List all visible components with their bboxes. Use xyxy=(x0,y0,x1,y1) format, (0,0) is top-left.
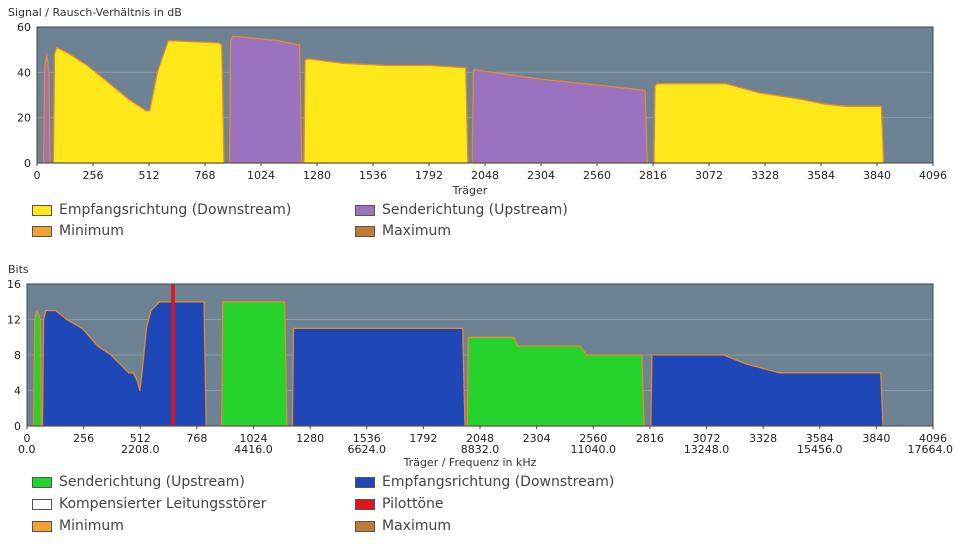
bits-x-tick-label: 0 xyxy=(24,432,31,445)
bits-x-axis-label: Träger / Frequenz in kHz xyxy=(403,456,537,469)
snr-x-axis-label: Träger xyxy=(452,184,488,197)
bits-series-0-segment-0 xyxy=(41,301,207,427)
snr-series-0-segment-1 xyxy=(303,58,469,164)
snr-x-tick-label: 2560 xyxy=(583,169,611,182)
bits-x-freq-label: 2208.0 xyxy=(121,443,160,456)
snr-x-tick-label: 3840 xyxy=(863,169,891,182)
bits-chart-plot: 0 4 8 12 16 0 256 512 768 1024 1280 1536 1792 2048 230… xyxy=(7,278,953,456)
bits-x-tick-label: 3584 xyxy=(806,432,834,445)
bits-x-freq-label: 15456.0 xyxy=(797,443,843,456)
bits-x-tick-label: 1024 xyxy=(240,432,268,445)
bits-x-freq-label: 6624.0 xyxy=(348,443,387,456)
bits-x-tick-label: 2816 xyxy=(636,432,664,445)
snr-series-1-segment-2 xyxy=(471,69,648,164)
bits-x-freq-label: 8832.0 xyxy=(461,443,500,456)
bits-pilot-tone xyxy=(171,284,175,426)
snr-series-1-segment-0 xyxy=(42,53,51,164)
snr-x-tick-label: 2816 xyxy=(639,169,667,182)
snr-x-tick-label: 1792 xyxy=(415,169,443,182)
snr-x-tick-label: 3328 xyxy=(751,169,779,182)
bits-y-tick-label: 8 xyxy=(14,349,21,362)
bits-x-tick-label: 1536 xyxy=(353,432,381,445)
snr-x-tick-label: 256 xyxy=(83,169,104,182)
bits-x-freq-label: 4416.0 xyxy=(234,443,273,456)
snr-x-tick-label: 3072 xyxy=(695,169,723,182)
snr-x-tick-label: 4096 xyxy=(919,169,947,182)
bits-y-tick-label: 4 xyxy=(14,385,21,398)
bits-x-tick-label: 3072 xyxy=(693,432,721,445)
snr-x-tick-label: 512 xyxy=(139,169,160,182)
bits-x-tick-label: 2560 xyxy=(579,432,607,445)
bits-y-axis-label: Bits xyxy=(8,263,29,276)
bits-x-tick-label: 2048 xyxy=(466,432,494,445)
snr-y-tick-label: 40 xyxy=(17,66,31,79)
snr-y-tick-label: 0 xyxy=(24,157,31,170)
snr-series-0-segment-2 xyxy=(653,83,885,164)
snr-chart-plot: 0 20 40 60 0 256 512 768 1024 1280 1536 1792 2048 230… xyxy=(17,21,947,182)
bits-x-tick-label: 256 xyxy=(73,432,94,445)
snr-x-tick-label: 2048 xyxy=(471,169,499,182)
bits-x-tick-label: 768 xyxy=(186,432,207,445)
bits-y-tick-label: 16 xyxy=(7,278,21,291)
snr-x-tick-label: 1024 xyxy=(247,169,275,182)
snr-x-tick-label: 1280 xyxy=(303,169,331,182)
bits-y-tick-label: 12 xyxy=(7,314,21,327)
bits-x-tick-label: 4096 xyxy=(919,432,947,445)
bits-x-freq-label: 17664.0 xyxy=(908,443,954,456)
snr-series-0-segment-0 xyxy=(52,39,225,164)
bits-x-freq-label: 0.0 xyxy=(18,443,36,456)
snr-y-axis-label: Signal / Rausch-Verhältnis in dB xyxy=(8,6,182,19)
snr-y-tick-label: 20 xyxy=(17,112,31,125)
bits-x-tick-label: 1280 xyxy=(296,432,324,445)
bits-x-tick-label: 3840 xyxy=(862,432,890,445)
snr-x-tick-label: 0 xyxy=(34,169,41,182)
bits-x-freq-label: 11040.0 xyxy=(571,443,617,456)
bits-series-1-segment-1 xyxy=(220,301,288,427)
snr-series-1-segment-1 xyxy=(228,35,303,164)
bits-series-0-segment-2 xyxy=(650,354,884,427)
bits-series-0-segment-1 xyxy=(291,327,466,427)
bits-series-1-segment-2 xyxy=(466,336,645,427)
bits-x-tick-label: 3328 xyxy=(749,432,777,445)
snr-x-tick-label: 1536 xyxy=(359,169,387,182)
snr-x-tick-label: 3584 xyxy=(807,169,835,182)
bits-y-tick-label: 0 xyxy=(14,420,21,433)
bits-x-tick-label: 1792 xyxy=(409,432,437,445)
bits-x-tick-label: 512 xyxy=(130,432,151,445)
snr-x-tick-label: 2304 xyxy=(527,169,555,182)
snr-y-tick-label: 60 xyxy=(17,21,31,34)
bits-series-1-segment-0 xyxy=(32,309,43,427)
bits-x-freq-label: 13248.0 xyxy=(684,443,730,456)
bits-x-tick-label: 2304 xyxy=(523,432,551,445)
snr-x-tick-label: 768 xyxy=(195,169,216,182)
